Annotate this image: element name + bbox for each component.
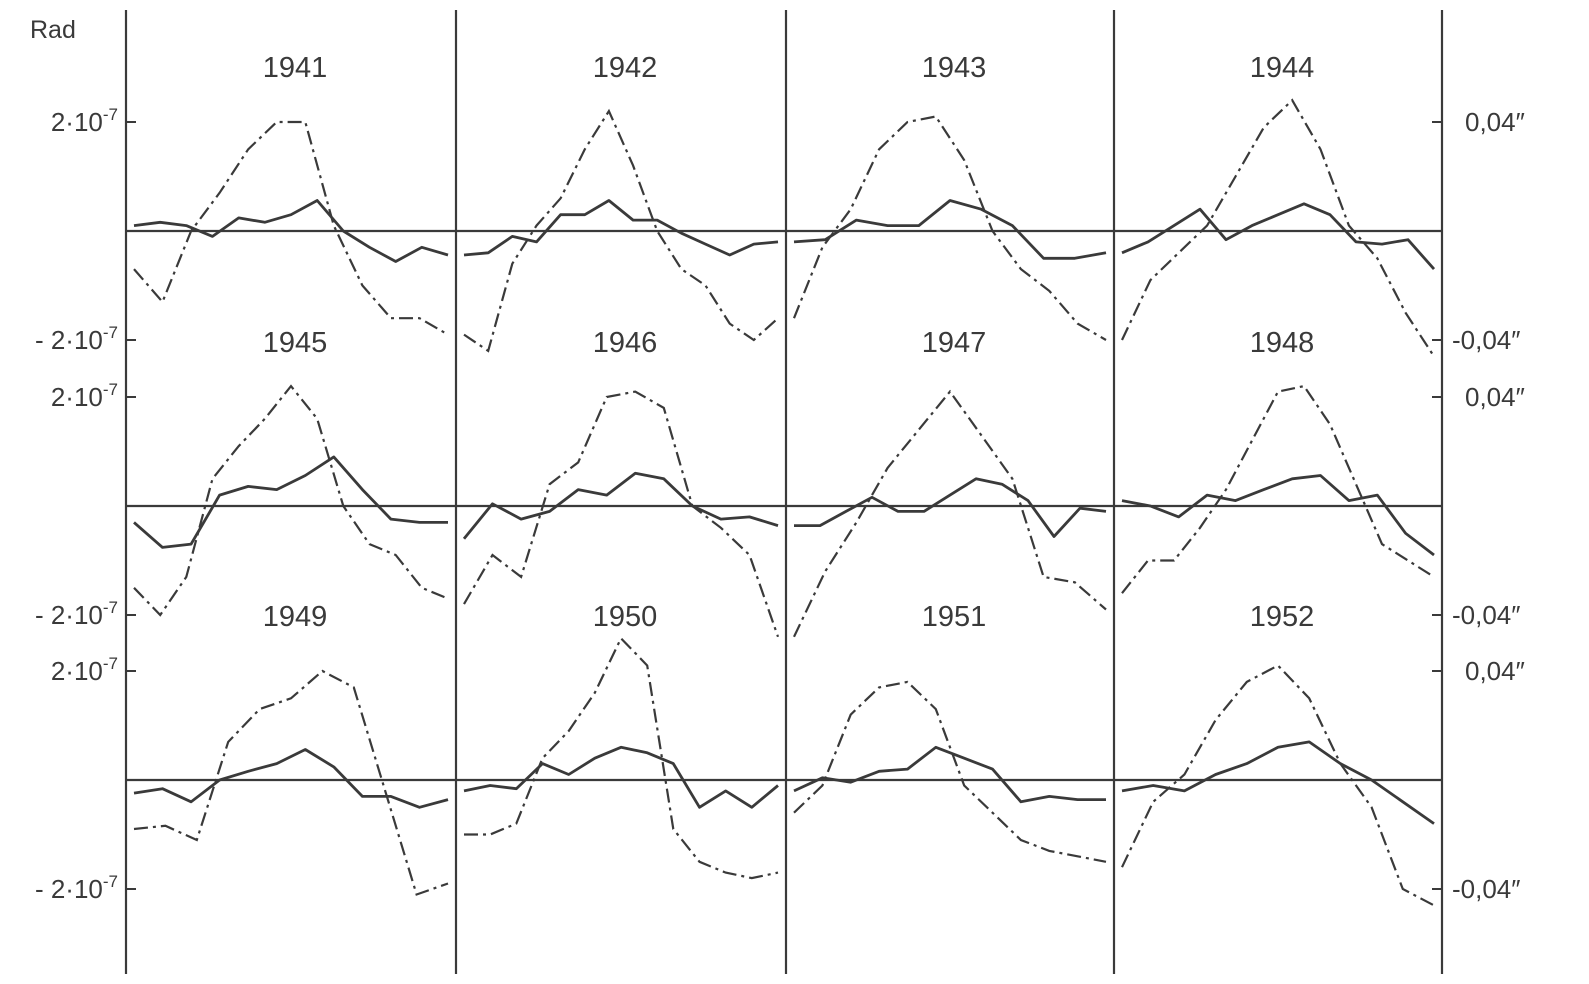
solid-series-1951 xyxy=(793,745,1106,804)
dashdot-series-1949 xyxy=(133,669,449,896)
right-tick-label-bottom-row-2: -0,04″ xyxy=(1452,600,1520,630)
dashdot-series-1948 xyxy=(1121,384,1435,594)
year-label-1944: 1944 xyxy=(1250,52,1315,84)
dashdot-series-1947 xyxy=(793,389,1107,638)
right-tick-label-top-row-3: 0,04″ xyxy=(1465,656,1525,686)
left-tick-label-top-row-2: 2·10-7 xyxy=(51,380,118,412)
solid-series-1949 xyxy=(133,748,449,809)
right-tick-label-bottom-row-3: -0,04″ xyxy=(1452,874,1520,904)
year-label-1949: 1949 xyxy=(263,601,328,633)
year-label-1952: 1952 xyxy=(1250,601,1315,633)
right-tick-label-top-row-1: 0,04″ xyxy=(1465,107,1525,137)
year-label-1945: 1945 xyxy=(263,327,328,359)
year-label-1950: 1950 xyxy=(593,601,658,633)
left-axis-unit-label: Rad xyxy=(30,16,76,44)
year-label-1951: 1951 xyxy=(922,601,987,633)
solid-series-1952 xyxy=(1121,740,1435,825)
dashdot-series-1950 xyxy=(464,636,779,880)
right-tick-label-top-row-2: 0,04″ xyxy=(1465,382,1525,412)
solid-series-1943 xyxy=(793,199,1107,260)
dashdot-series-1941 xyxy=(133,120,449,336)
dashdot-series-1944 xyxy=(1121,98,1435,358)
solid-series-1941 xyxy=(133,199,449,263)
solid-series-1945 xyxy=(133,455,448,549)
dashdot-series-1943 xyxy=(792,115,1107,341)
left-tick-label-bottom-row-2: - 2·10-7 xyxy=(35,598,118,630)
series-layer xyxy=(133,98,1436,907)
axis-tick-labels: 2·10-7 - 2·10-7 0,04″ -0,04″ 2·10-7 - 2·10-7 0… xyxy=(35,105,1525,904)
right-tick-label-bottom-row-1: -0,04″ xyxy=(1452,325,1520,355)
solid-series-1948 xyxy=(1121,474,1435,557)
solid-series-1942 xyxy=(463,199,779,257)
solid-series-1944 xyxy=(1121,202,1436,271)
solid-series-1947 xyxy=(794,477,1107,538)
year-label-1942: 1942 xyxy=(593,52,658,84)
dashdot-series-1951 xyxy=(793,680,1107,863)
left-tick-label-top-row-1: 2·10-7 xyxy=(51,105,118,137)
year-label-1943: 1943 xyxy=(922,52,987,84)
dashdot-series-1946 xyxy=(463,390,780,638)
year-label-1941: 1941 xyxy=(263,52,328,84)
dashdot-series-1945 xyxy=(133,384,449,617)
solid-series-1946 xyxy=(462,471,779,540)
year-label-1947: 1947 xyxy=(922,327,987,359)
dashdot-series-1942 xyxy=(463,108,779,353)
dashdot-series-1952 xyxy=(1121,664,1435,907)
year-label-1948: 1948 xyxy=(1250,327,1315,359)
left-tick-label-top-row-3: 2·10-7 xyxy=(51,654,118,686)
panel-grid xyxy=(124,10,1444,974)
year-label-1946: 1946 xyxy=(593,327,658,359)
left-tick-label-bottom-row-1: - 2·10-7 xyxy=(35,323,118,355)
left-tick-label-bottom-row-3: - 2·10-7 xyxy=(35,872,118,904)
solid-series-1950 xyxy=(463,745,779,809)
year-labels: 1941 1942 1943 1944 1945 1946 1947 1948 1949 1950… xyxy=(263,52,1315,633)
